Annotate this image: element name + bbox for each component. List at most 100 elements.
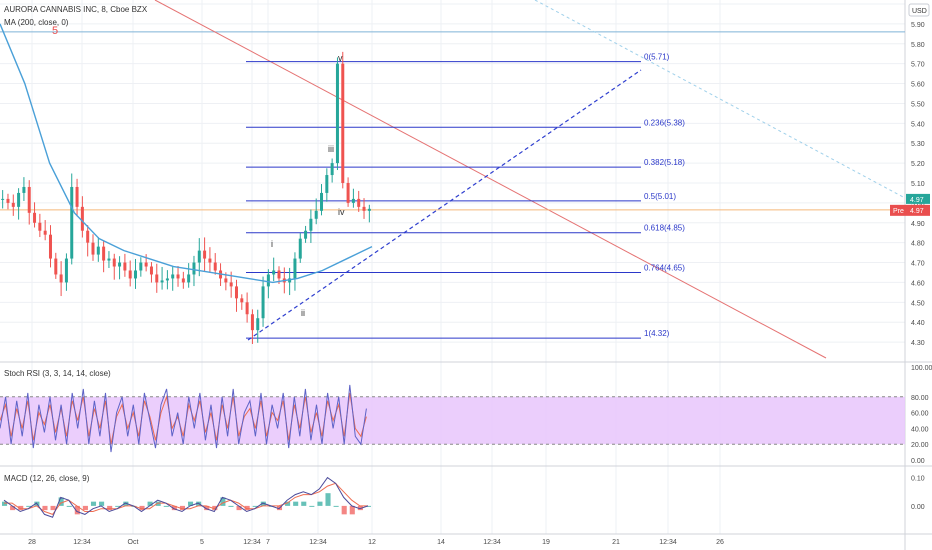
candle-body [22, 186, 26, 193]
macd-legend: MACD (12, 26, close, 9) [4, 474, 90, 483]
price-tick: 5.40 [911, 121, 925, 128]
candle-body [155, 274, 159, 283]
time-tick: 5 [200, 539, 204, 546]
price-tick: 5.20 [911, 161, 925, 168]
candle-body [293, 258, 297, 279]
macd-histogram-bar [333, 505, 339, 507]
macd-tick: 0.10 [911, 476, 925, 483]
candle-body [261, 286, 265, 319]
candle-body [234, 286, 238, 299]
price-tick: 4.80 [911, 241, 925, 248]
price-tick: 4.60 [911, 280, 925, 287]
candle-body [102, 246, 106, 261]
candle-body [54, 258, 58, 275]
candle-body [256, 318, 260, 331]
candle-body [197, 250, 201, 263]
candle-body [70, 186, 74, 259]
macd-histogram-bar [317, 501, 323, 506]
candle-body [176, 274, 180, 279]
elliott-wave-label: iii [328, 144, 334, 154]
candle-body [1, 198, 5, 200]
candle-body [203, 250, 207, 259]
rsi-tick: 80.00 [911, 395, 929, 402]
last-price-label: 4.97 [910, 197, 924, 204]
candle-body [139, 262, 143, 271]
fib-level-label: 0.618(4.85) [644, 224, 685, 233]
time-tick: 12 [368, 539, 376, 546]
candle-body [325, 175, 329, 193]
macd-histogram-bar [244, 505, 250, 511]
candle-body [335, 63, 339, 164]
elliott-wave-label: ii [301, 308, 305, 318]
time-tick: 21 [612, 539, 620, 546]
price-tick: 5.30 [911, 141, 925, 148]
candle-body [357, 198, 361, 207]
chart-title: AURORA CANNABIS INC, 8, Cboe BZX [4, 5, 148, 14]
elliott-wave-label: i [271, 239, 273, 249]
rsi-tick: 0.00 [911, 458, 925, 465]
candle-body [341, 63, 345, 183]
macd-line [3, 476, 369, 518]
macd-histogram-bar [252, 505, 258, 507]
ma200-line [0, 23, 373, 284]
macd-histogram-bar [74, 505, 80, 515]
time-tick: 7 [266, 539, 270, 546]
wave-badge: 5 [52, 25, 58, 37]
candle-body [118, 262, 122, 267]
candle-body [224, 278, 228, 283]
macd-histogram-bar [42, 505, 48, 511]
macd-histogram-bar [10, 505, 16, 511]
candle-body [192, 262, 196, 275]
macd-histogram-bar [163, 505, 169, 507]
candle-body [240, 298, 244, 303]
candle-body [144, 262, 148, 267]
candle-body [266, 274, 270, 287]
candle-body [362, 206, 366, 211]
candle-body [229, 282, 233, 287]
macd-tick: 0.00 [911, 504, 925, 511]
macd-histogram-bar [26, 505, 32, 507]
candle-body [171, 274, 175, 279]
last-price-badge [906, 193, 930, 204]
candle-body [250, 314, 254, 331]
candle-body [64, 258, 68, 283]
macd-histogram-bar [293, 501, 299, 506]
candle-body [208, 258, 212, 263]
macd-histogram-bar [179, 505, 185, 511]
candle-body [59, 274, 63, 283]
macd-histogram-bar [325, 493, 331, 506]
time-tick: 12:34 [243, 539, 261, 546]
rsi-tick: 20.00 [911, 442, 929, 449]
time-tick: 12:34 [483, 539, 501, 546]
candle-body [38, 222, 42, 231]
stoch-d-line [0, 392, 367, 445]
macd-histogram-bar [220, 497, 226, 506]
price-tick: 4.70 [911, 261, 925, 268]
time-tick: 26 [716, 539, 724, 546]
macd-histogram-bar [82, 505, 88, 511]
candle-body [277, 270, 281, 279]
candle-body [17, 192, 21, 207]
candle-body [165, 278, 169, 281]
time-tick: 12:34 [73, 539, 91, 546]
candle-body [11, 202, 15, 207]
candle-body [288, 278, 292, 283]
trend-line-dashed [247, 69, 642, 341]
macd-histogram-bar [228, 505, 234, 507]
trend-line-extension [534, 0, 906, 199]
time-tick: 12:34 [659, 539, 677, 546]
time-tick: 14 [437, 539, 445, 546]
macd-histogram-bar [99, 501, 105, 506]
candle-body [187, 274, 191, 283]
ma-legend: MA (200, close, 0) [4, 18, 69, 27]
candle-body [213, 262, 217, 271]
candle-body [123, 262, 127, 271]
macd-histogram-bar [115, 505, 121, 507]
fib-level-label: 0.5(5.01) [644, 192, 676, 201]
candle-body [112, 258, 116, 267]
currency-badge [908, 3, 930, 17]
macd-histogram-bar [349, 505, 355, 515]
pre-price-badge [890, 204, 930, 216]
rsi-tick: 100.00 [911, 365, 932, 372]
